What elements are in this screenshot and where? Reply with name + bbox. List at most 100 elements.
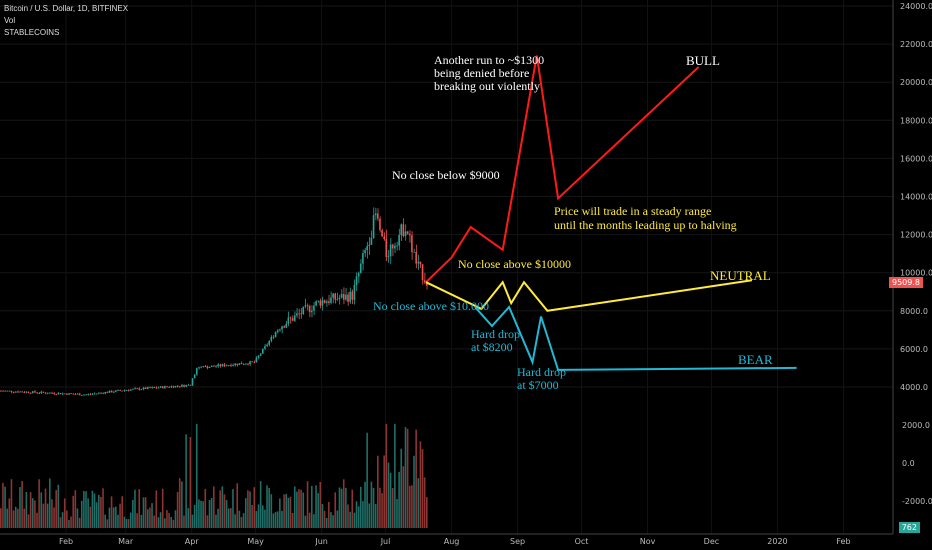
volume-bar: [347, 504, 349, 528]
candle-body: [370, 238, 373, 245]
no-close-above-bear-note: No close above $10.000: [373, 299, 489, 313]
volume-bar: [274, 512, 277, 528]
volume-bar: [411, 485, 413, 528]
candle-body: [191, 378, 194, 386]
candle-body: [415, 251, 417, 264]
candle-body: [108, 390, 111, 393]
candle-body: [80, 395, 83, 396]
time-tick-label: Aug: [444, 537, 460, 546]
candle-body: [215, 366, 217, 368]
volume-bar: [385, 423, 388, 528]
candle-body: [14, 391, 17, 393]
candle-body: [396, 245, 398, 247]
candle-body: [115, 390, 117, 392]
volume-bar: [345, 487, 347, 528]
volume-bar: [310, 485, 313, 528]
volume-bar: [53, 507, 55, 528]
volume-bar: [332, 515, 334, 528]
candle-body: [336, 299, 339, 300]
candle-body: [213, 365, 215, 367]
candle-body: [338, 297, 341, 300]
volume-bar: [136, 513, 138, 528]
candle-body: [46, 393, 49, 395]
candle-body: [400, 224, 403, 235]
volume-bar: [298, 489, 300, 528]
candle-body: [330, 297, 332, 303]
volume-bar: [219, 490, 221, 528]
candle-body: [153, 387, 155, 389]
volume-bar: [381, 493, 383, 528]
candle-body: [159, 386, 162, 388]
stablecoins-indicator-label[interactable]: STABLECOINS: [4, 28, 60, 37]
volume-bar: [417, 478, 420, 528]
volume-bar: [85, 491, 87, 528]
volume-bar: [293, 486, 296, 528]
candle-body: [204, 366, 207, 368]
volume-bar: [10, 479, 13, 528]
volume-bar: [23, 508, 26, 528]
hard-drop-7000-line-2: at $7000: [517, 378, 559, 392]
candle-body: [87, 394, 89, 395]
candle-body: [138, 388, 141, 390]
volume-bar: [406, 428, 409, 528]
volume-bar: [266, 485, 268, 528]
volume-bar: [334, 492, 337, 528]
scenario-lines: [425, 55, 797, 371]
volume-bar: [223, 494, 226, 528]
volume-bar: [108, 507, 111, 528]
volume-bar: [255, 510, 258, 528]
volume-bar: [4, 486, 6, 528]
symbol-title: Bitcoin / U.S. Dollar, 1D, BITFINEX: [4, 4, 129, 13]
candle-body: [264, 346, 266, 349]
volume-bar: [244, 498, 247, 528]
volume-bar: [330, 512, 332, 528]
price-tick-label: 10000.0: [900, 269, 932, 278]
candle-body: [253, 361, 256, 363]
volume-bar: [12, 510, 15, 528]
volume-bar: [70, 516, 72, 528]
candle-body: [142, 387, 145, 390]
volume-bar: [328, 501, 330, 528]
volume-bar: [304, 515, 307, 528]
volume-bar: [44, 488, 47, 528]
candle-body: [200, 366, 202, 368]
candle-body: [110, 390, 113, 393]
candle-body: [302, 306, 305, 315]
volume-bar: [272, 513, 275, 528]
volume-bar: [338, 487, 341, 528]
candle-body: [281, 326, 283, 330]
time-tick-label: Oct: [575, 537, 589, 546]
volume-bar: [27, 514, 30, 528]
volume-bar: [25, 491, 28, 528]
candle-body: [279, 329, 281, 331]
volume-bar: [40, 492, 43, 528]
volume-bar: [80, 500, 83, 528]
candle-body: [374, 213, 377, 216]
candle-body: [406, 231, 409, 234]
volume-bar: [168, 513, 170, 528]
volume-bar: [372, 487, 375, 528]
candle-body: [251, 361, 253, 363]
candle-body: [66, 393, 68, 395]
candle-body: [112, 391, 115, 393]
volume-bar: [257, 504, 260, 528]
volume-bar: [132, 499, 134, 528]
candle-body: [187, 384, 190, 386]
volume-bar: [289, 496, 292, 528]
candle-body: [332, 293, 334, 298]
time-tick-label: May: [247, 537, 264, 546]
volume-bar: [236, 483, 239, 528]
candle-body: [40, 391, 43, 394]
volume-bar: [270, 494, 273, 528]
candle-body: [63, 393, 66, 395]
volume-bar: [66, 510, 68, 528]
candle-body: [306, 305, 309, 307]
volume-indicator-label[interactable]: Vol: [4, 16, 16, 25]
candle-body: [183, 384, 185, 387]
candle-body: [164, 386, 166, 389]
volume-bar: [349, 511, 351, 528]
candle-body: [345, 294, 347, 300]
candle-body: [232, 365, 234, 367]
candle-body: [17, 391, 19, 393]
